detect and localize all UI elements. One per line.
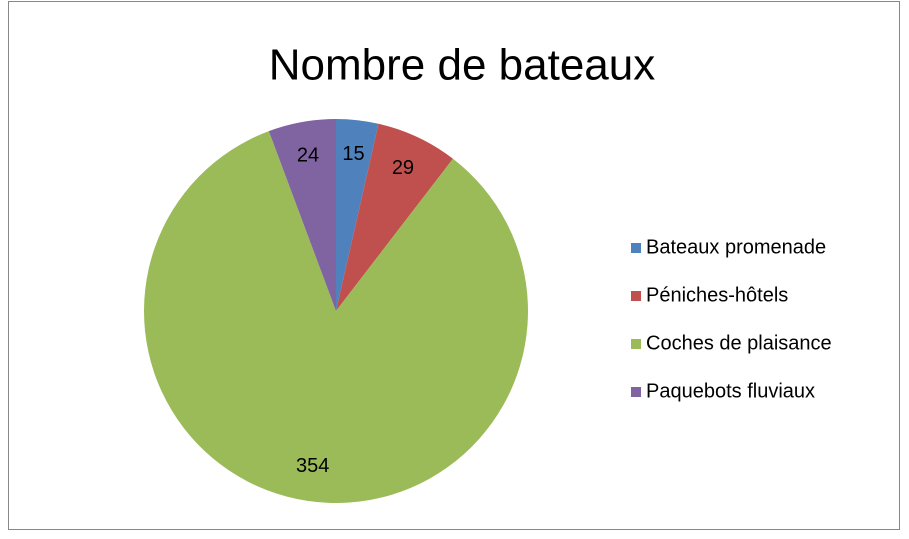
pie-slice	[268, 119, 336, 311]
chart-title: Nombre de bateaux	[269, 41, 655, 90]
legend-label: Bateaux promenade	[646, 236, 826, 258]
data-label: 15	[342, 143, 364, 165]
legend-label: Coches de plaisance	[646, 332, 832, 354]
legend-label: Péniches-hôtels	[646, 284, 788, 306]
legend-swatch	[631, 243, 641, 253]
pie-slice	[336, 123, 453, 311]
legend-label: Paquebots fluviaux	[646, 380, 815, 402]
legend-swatch	[631, 339, 641, 349]
legend-swatch	[631, 387, 641, 397]
data-label: 354	[296, 455, 329, 477]
legend-swatch	[631, 291, 641, 301]
data-label: 24	[297, 144, 319, 166]
pie-slice	[336, 119, 379, 311]
pie-slice	[143, 131, 528, 504]
data-label: 29	[392, 157, 414, 179]
